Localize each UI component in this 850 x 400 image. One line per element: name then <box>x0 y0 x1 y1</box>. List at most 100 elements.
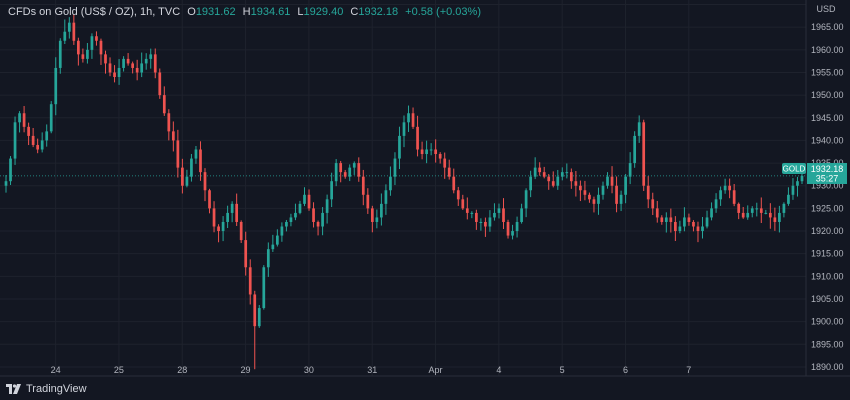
candle-body <box>764 212 768 214</box>
candle-body <box>185 176 189 186</box>
price-badge-value: 1932.18 <box>811 164 844 174</box>
candle-body <box>556 176 560 186</box>
close-value: 1932.18 <box>358 6 399 18</box>
candle-body <box>796 181 799 186</box>
candle-body <box>615 185 618 204</box>
close-label: C <box>350 6 359 18</box>
price-badge <box>807 163 847 184</box>
candle-body <box>461 199 465 209</box>
candle-body <box>343 172 347 177</box>
candle-body <box>357 163 361 177</box>
currency-label: USD <box>816 4 836 14</box>
candle-body <box>560 172 564 177</box>
candle-body <box>230 203 234 213</box>
candle-body <box>551 181 555 186</box>
chart-grid <box>0 0 806 376</box>
candle-body <box>701 226 704 232</box>
candle-body <box>86 49 89 59</box>
candle-body <box>637 122 641 136</box>
open-value: 1931.62 <box>195 6 236 18</box>
high-value: 1934.61 <box>250 6 291 18</box>
candle-body <box>303 194 306 204</box>
candle-body <box>493 212 496 218</box>
candle-body <box>40 140 44 150</box>
candle-body <box>434 149 438 155</box>
price-tick-label: 1915.00 <box>811 249 844 259</box>
candle-body <box>651 199 655 209</box>
candle-body <box>280 226 284 236</box>
candle-body <box>705 217 709 227</box>
ticker-badge-label: GOLD <box>783 165 806 174</box>
candle-body <box>31 135 35 145</box>
candle-body <box>321 212 324 227</box>
candle-body <box>276 235 279 245</box>
price-tick-label: 1895.00 <box>811 339 844 349</box>
candle-body <box>633 135 637 164</box>
candle-body <box>719 190 722 200</box>
candle-body <box>63 31 67 41</box>
candle-body <box>547 176 551 182</box>
candle-body <box>167 113 171 132</box>
candle-body <box>348 167 352 177</box>
candle-body <box>569 172 573 182</box>
candle-body <box>574 181 578 186</box>
time-tick-label: 29 <box>241 365 251 375</box>
candle-body <box>542 172 546 177</box>
candle-body <box>194 149 198 159</box>
symbol-title[interactable]: CFDs on Gold (US$ / OZ), 1h, TVC <box>8 6 181 18</box>
candle-body <box>696 226 700 232</box>
time-tick-label: 4 <box>496 365 501 375</box>
candle-body <box>113 72 116 78</box>
candle-body <box>398 135 401 159</box>
candle-body <box>484 221 487 227</box>
price-tick-label: 1905.00 <box>811 294 844 304</box>
candle-body <box>126 58 130 64</box>
candle-body <box>601 185 605 195</box>
candle-body <box>285 221 288 227</box>
candle-body <box>361 176 365 195</box>
candle-body <box>248 267 252 295</box>
candle-body <box>714 199 718 209</box>
chart-legend: CFDs on Gold (US$ / OZ), 1h, TVC O1931.6… <box>8 6 481 18</box>
candle-body <box>135 67 139 73</box>
candle-body <box>9 158 12 182</box>
candle-body <box>384 190 388 204</box>
candle-body <box>253 294 257 327</box>
candle-body <box>710 208 713 218</box>
candle-body <box>4 181 8 186</box>
candle-body <box>190 158 193 177</box>
time-tick-label: 31 <box>367 365 377 375</box>
candle-body <box>497 208 501 213</box>
candle-body <box>606 176 609 186</box>
candle-body <box>176 140 180 168</box>
low-label: L <box>297 6 304 18</box>
candle-body <box>221 221 225 232</box>
candle-body <box>687 217 691 222</box>
tradingview-brand[interactable]: TradingView <box>6 383 87 395</box>
candle-body <box>122 58 125 68</box>
candle-body <box>67 22 71 32</box>
candle-body <box>787 194 790 204</box>
candle-body <box>732 190 736 204</box>
candle-body <box>77 40 80 55</box>
price-axis <box>806 0 850 376</box>
candle-body <box>520 208 523 222</box>
price-tick-label: 1930.00 <box>811 181 844 191</box>
candle-body <box>610 176 614 186</box>
candle-body <box>429 149 433 151</box>
candle-body <box>778 212 781 222</box>
candle-body <box>162 95 166 114</box>
candle-body <box>407 113 410 123</box>
candle-body <box>782 203 786 213</box>
candle-body <box>380 203 383 218</box>
candle-body <box>217 226 220 232</box>
candle-body <box>104 54 107 64</box>
candle-body <box>529 176 532 191</box>
ticker-badge <box>782 163 806 174</box>
time-tick-label: 5 <box>560 365 565 375</box>
time-tick-label: Apr <box>429 365 443 375</box>
time-tick-label: 24 <box>51 365 61 375</box>
candle-body <box>583 190 587 195</box>
candle-body <box>511 231 514 236</box>
